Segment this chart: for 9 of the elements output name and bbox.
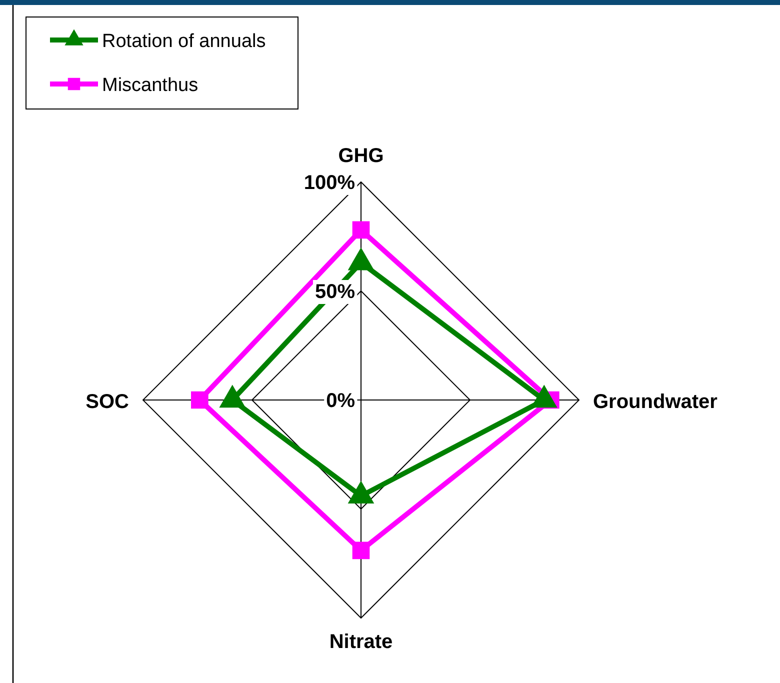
spoke-label: GHG (338, 145, 384, 167)
spoke-label: SOC (86, 391, 129, 413)
legend-label: Rotation of annuals (102, 31, 266, 52)
y-tick-label: 100% (304, 172, 356, 194)
spoke-label: Groundwater (593, 391, 718, 413)
spoke-label: Nitrate (329, 631, 393, 653)
y-tick-label: 0% (326, 390, 356, 412)
y-tick-label: 50% (314, 281, 356, 303)
legend-label: Miscanthus (102, 75, 198, 96)
